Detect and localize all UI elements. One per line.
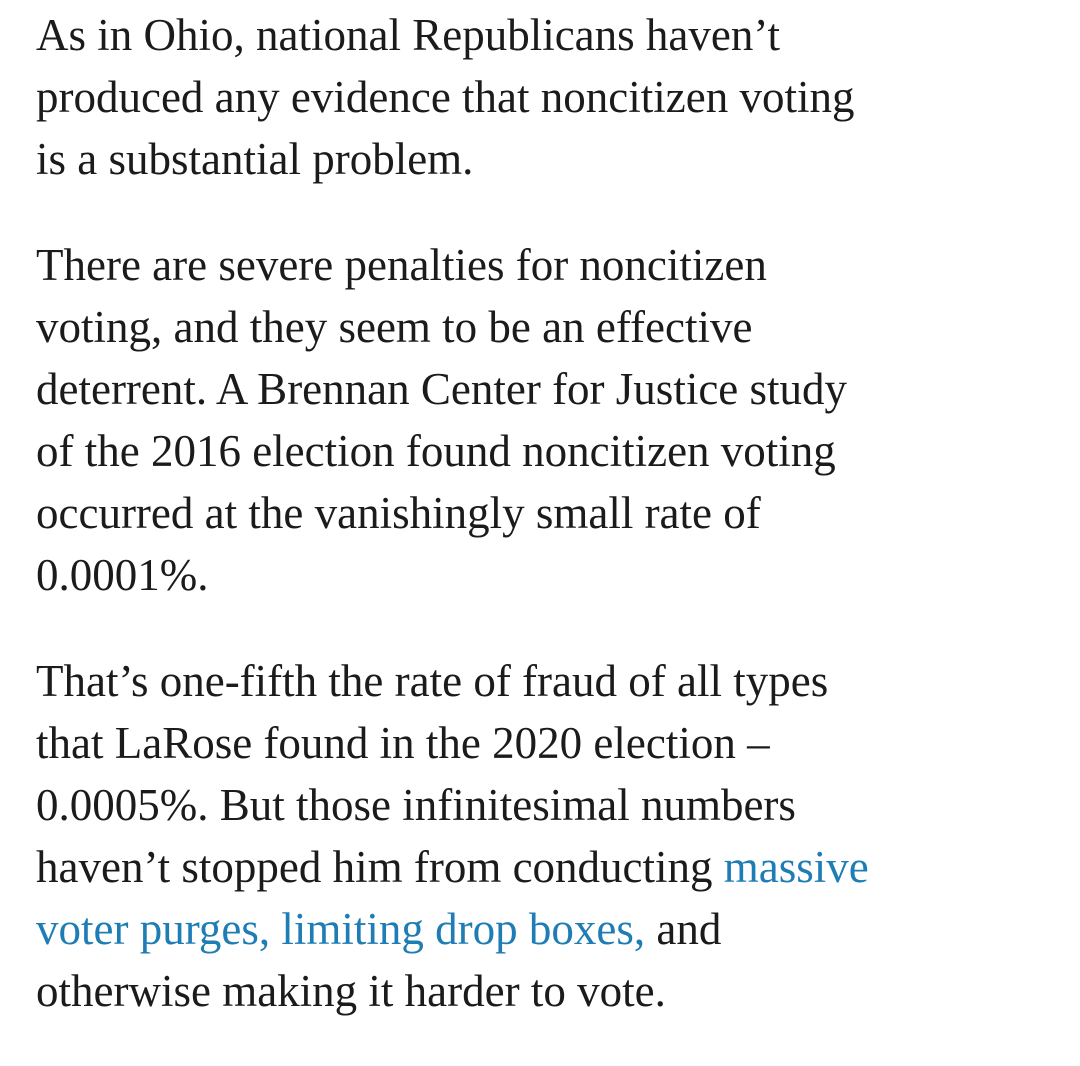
text-segment: that LaRose found in the 2020 election – bbox=[36, 718, 770, 768]
page: As in Ohio, national Republicans haven’t… bbox=[36, 10, 869, 1016]
paragraph: As in Ohio, national Republicans haven’t… bbox=[36, 4, 1080, 190]
text-segment: 0.0001%. bbox=[36, 550, 209, 600]
text-segment: There are severe penalties for noncitize… bbox=[36, 240, 767, 290]
text-segment: produced any evidence that noncitizen vo… bbox=[36, 72, 855, 122]
text-segment: As in Ohio, national Republicans haven’t bbox=[36, 10, 781, 60]
inline-link[interactable]: limiting drop boxes, bbox=[281, 904, 646, 954]
text-segment: haven’t stopped him from conducting bbox=[36, 842, 724, 892]
text-segment: deterrent. A Brennan Center for Justice … bbox=[36, 364, 848, 414]
text-line: voting, and they seem to be an effective bbox=[36, 296, 1080, 358]
text-segment: occurred at the vanishingly small rate o… bbox=[36, 488, 761, 538]
text-segment bbox=[270, 904, 281, 954]
text-line: occurred at the vanishingly small rate o… bbox=[36, 482, 1080, 544]
text-line: otherwise making it harder to vote. bbox=[36, 960, 1080, 1022]
text-line: produced any evidence that noncitizen vo… bbox=[36, 66, 1080, 128]
text-segment: and bbox=[645, 904, 722, 954]
text-line: voter purges, limiting drop boxes, and bbox=[36, 898, 1080, 960]
text-segment: That’s one-fifth the rate of fraud of al… bbox=[36, 656, 829, 706]
text-line: deterrent. A Brennan Center for Justice … bbox=[36, 358, 1080, 420]
paragraph: There are severe penalties for noncitize… bbox=[36, 234, 1080, 606]
text-line: that LaRose found in the 2020 election – bbox=[36, 712, 1080, 774]
text-line: That’s one-fifth the rate of fraud of al… bbox=[36, 650, 1080, 712]
text-line: haven’t stopped him from conducting mass… bbox=[36, 836, 1080, 898]
inline-link[interactable]: voter purges, bbox=[36, 904, 271, 954]
text-line: There are severe penalties for noncitize… bbox=[36, 234, 1080, 296]
article: As in Ohio, national Republicans haven’t… bbox=[36, 4, 1080, 1066]
text-line: of the 2016 election found noncitizen vo… bbox=[36, 420, 1080, 482]
text-line: As in Ohio, national Republicans haven’t bbox=[36, 4, 1080, 66]
text-segment: otherwise making it harder to vote. bbox=[36, 966, 666, 1016]
text-line: is a substantial problem. bbox=[36, 128, 1080, 190]
paragraph: That’s one-fifth the rate of fraud of al… bbox=[36, 650, 1080, 1022]
text-segment: 0.0005%. But those infinitesimal numbers bbox=[36, 780, 796, 830]
inline-link[interactable]: massive bbox=[723, 842, 869, 892]
text-line: 0.0005%. But those infinitesimal numbers bbox=[36, 774, 1080, 836]
text-segment: is a substantial problem. bbox=[36, 134, 474, 184]
text-line: 0.0001%. bbox=[36, 544, 1080, 606]
text-segment: of the 2016 election found noncitizen vo… bbox=[36, 426, 836, 476]
text-segment: voting, and they seem to be an effective bbox=[36, 302, 753, 352]
